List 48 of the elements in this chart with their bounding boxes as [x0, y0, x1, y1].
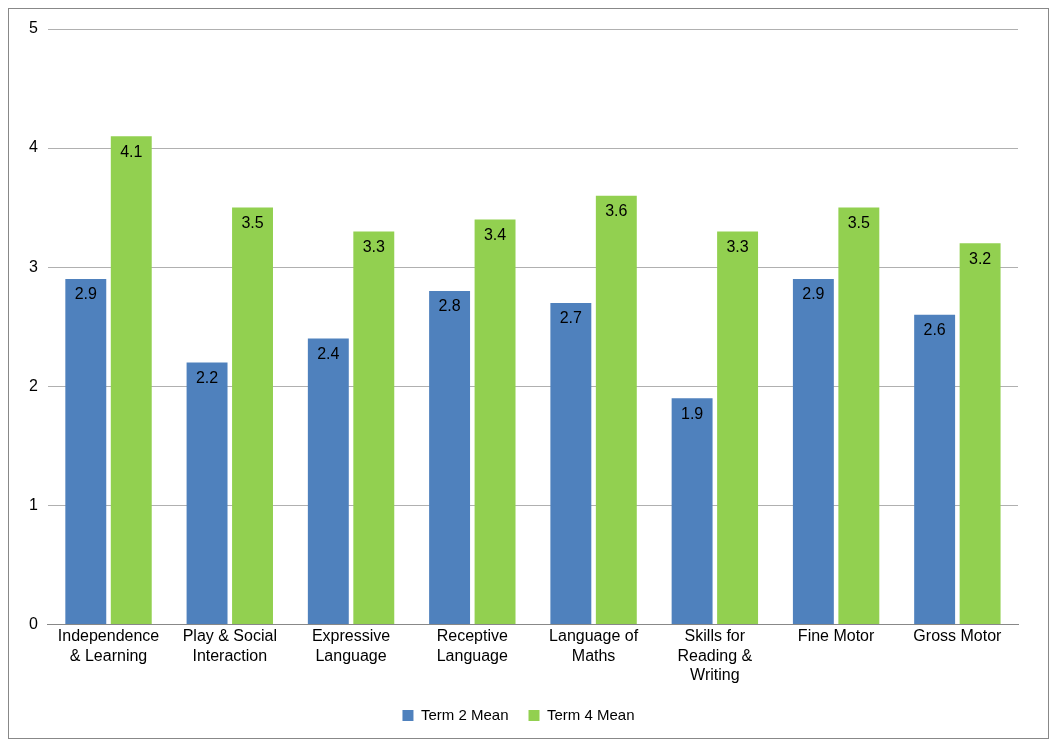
- y-tick-label: 0: [28, 614, 38, 632]
- bar: [186, 362, 228, 624]
- data-label: 2.2: [195, 368, 219, 386]
- bar: [792, 279, 834, 624]
- data-label: 2.7: [559, 309, 583, 327]
- bar: [914, 314, 956, 624]
- x-tick-label: Language of Maths: [549, 627, 639, 664]
- y-tick-label: 5: [28, 19, 38, 37]
- data-label: 4.1: [120, 142, 143, 160]
- data-label: 3.5: [241, 214, 264, 232]
- bar: [595, 195, 637, 624]
- y-tick-label: 2: [28, 376, 38, 394]
- legend-label: Term 4 Mean: [547, 705, 635, 723]
- bar: [550, 302, 592, 624]
- bar: [474, 219, 516, 624]
- bar: [717, 231, 759, 624]
- y-tick-label: 3: [28, 257, 38, 275]
- bar: [671, 398, 713, 624]
- data-label: 2.9: [74, 285, 98, 303]
- bar: [959, 243, 1001, 624]
- data-label: 2.8: [438, 297, 461, 315]
- x-tick-label: Skills for Reading & Writing: [677, 627, 753, 683]
- data-label: 2.4: [317, 345, 340, 363]
- x-tick-label: Gross Motor: [913, 627, 1003, 645]
- data-label: 3.3: [362, 237, 386, 255]
- data-label: 2.9: [802, 285, 825, 303]
- bar: [353, 231, 395, 624]
- x-tick-label: Expressive Language: [311, 627, 391, 664]
- data-label: 1.9: [680, 404, 704, 422]
- x-tick-label: Independence & Learning: [57, 627, 160, 664]
- data-label: 3.2: [968, 249, 992, 267]
- bar: [232, 207, 273, 624]
- x-tick-label: Receptive Language: [436, 627, 509, 664]
- bar: [307, 338, 349, 624]
- data-label: 2.6: [923, 321, 946, 339]
- x-tick-label: Play & Social Interaction: [182, 627, 277, 664]
- data-label: 3.3: [726, 237, 749, 255]
- y-tick-label: 1: [28, 495, 38, 513]
- x-tick-label: Fine Motor: [797, 627, 876, 645]
- bar: [429, 290, 471, 624]
- bar: [110, 136, 152, 624]
- data-label: 3.4: [483, 225, 507, 243]
- legend-label: Term 2 Mean: [420, 705, 509, 723]
- data-label: 3.6: [605, 202, 628, 220]
- y-tick-label: 4: [28, 138, 38, 156]
- data-label: 3.5: [847, 214, 871, 232]
- bar: [838, 207, 880, 624]
- bar: [65, 279, 107, 624]
